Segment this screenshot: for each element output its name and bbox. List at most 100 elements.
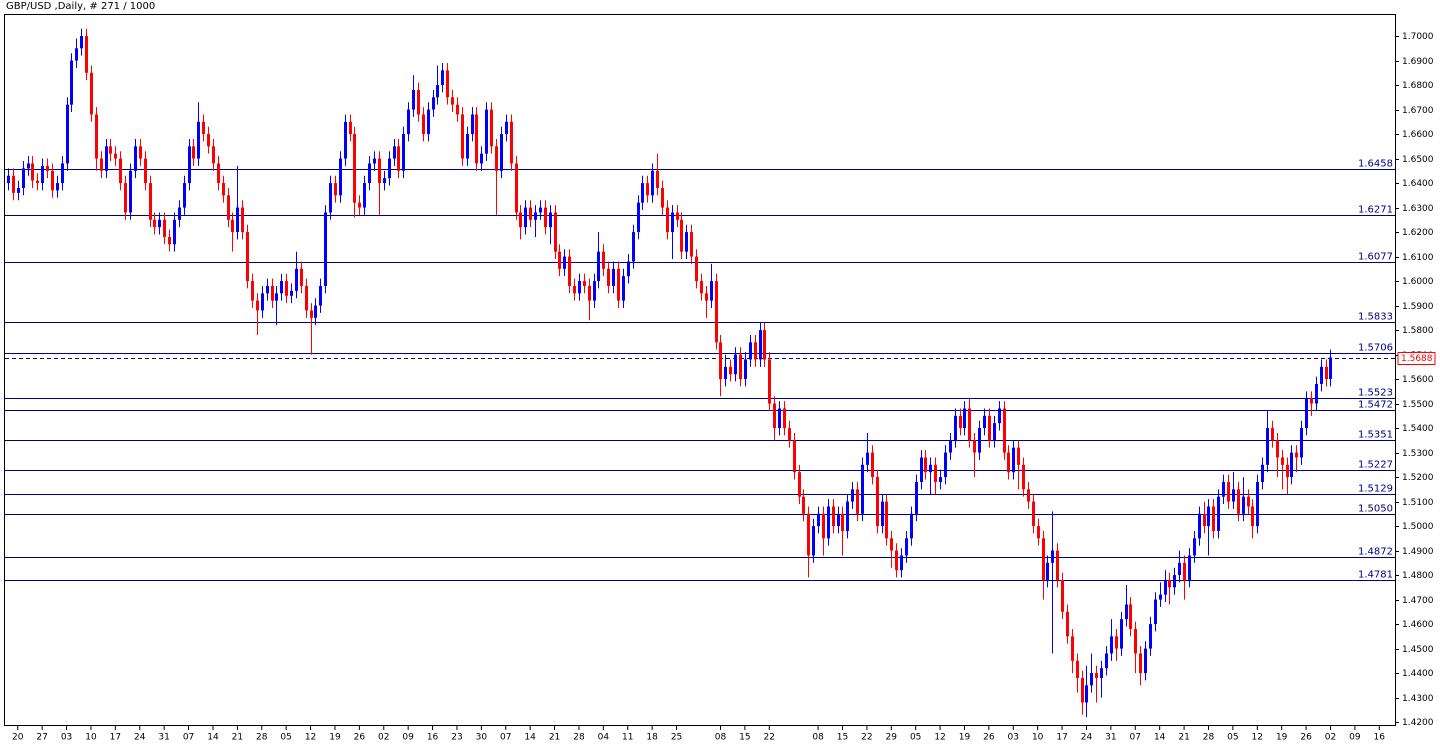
candle-body [207,134,210,147]
candle-body [246,232,249,282]
candle-body [222,183,225,196]
candle-body [1022,464,1025,490]
candle-body [319,285,322,306]
candle-body [954,415,957,441]
candle-body [588,285,591,301]
y-tick-label: 1.5500 [1402,400,1434,410]
candle-body [500,134,503,171]
x-tick-label: 12 [305,733,316,743]
level-label: 1.5833 [1358,312,1393,323]
candle-body [851,489,854,502]
candle-body [885,501,888,539]
candle-body [1110,636,1113,654]
x-tick-label: 28 [256,733,268,743]
candle-body [397,146,400,171]
candle-body [798,472,801,497]
x-tick-label: 26 [1300,733,1312,743]
candle-body [1012,447,1015,473]
candle-body [568,256,571,286]
level-label: 1.4781 [1358,570,1393,581]
candle-body [1090,673,1093,686]
candle-body [515,163,518,213]
candle-body [1037,526,1040,539]
x-tick-label: 02 [378,733,389,743]
candle-body [368,163,371,184]
candle-body [1315,383,1318,404]
candle-body [1076,660,1079,678]
candle-body [1081,677,1084,703]
x-tick-label: 12 [934,733,945,743]
candle-body [105,146,108,171]
candle-body [314,305,317,318]
candle-body [671,212,674,233]
candle-body [451,97,454,105]
candle-body [1251,506,1254,527]
x-tick-label: 14 [524,733,536,743]
candle-body [1115,636,1118,649]
candle-body [1144,648,1147,674]
candle-body [358,202,361,208]
candle-body [129,170,132,213]
level-label: 1.6458 [1358,159,1393,170]
x-tick-label: 25 [671,733,682,743]
x-tick-label: 11 [622,733,633,743]
x-tick-label: 20 [12,733,24,743]
candle-body [676,212,679,220]
candle-body [959,415,962,429]
candle-body [227,195,230,220]
level-label: 1.4872 [1358,547,1393,558]
candle-body [510,121,513,164]
candle-body [627,261,630,277]
candle-body [266,285,269,294]
x-tick-label: 19 [1276,733,1288,743]
candle-body [924,457,927,473]
y-tick-label: 1.7000 [1402,32,1434,42]
candle-body [881,501,884,527]
candle-body [754,342,757,360]
y-tick-label: 1.6500 [1402,155,1434,165]
candle-body [666,207,669,233]
candle-body [27,163,30,169]
candle-body [1325,366,1328,380]
candle-body [119,158,122,184]
candle-body [563,256,566,269]
candle-body [378,158,381,184]
y-tick-label: 1.4300 [1402,694,1434,704]
candle-body [705,293,708,301]
candle-body [866,452,869,465]
candle-body [558,251,561,269]
candle-body [422,114,425,135]
candle-body [173,219,176,245]
candle-body [300,268,303,286]
candle-body [729,366,732,375]
y-tick-label: 1.6700 [1402,106,1434,116]
candle-body [783,408,786,429]
x-tick-label: 17 [1056,733,1067,743]
candle-body [939,477,942,482]
candle-body [66,104,69,164]
candle-body [1266,428,1269,465]
candle-body [349,121,352,135]
candle-body [393,146,396,159]
x-tick-label: 28 [1203,733,1215,743]
x-tick-label: 03 [61,733,72,743]
x-tick-label: 26 [354,733,366,743]
candle-body [1173,575,1176,588]
candle-body [231,219,234,233]
y-tick-label: 1.5300 [1402,449,1434,459]
y-tick-label: 1.6000 [1402,277,1434,287]
candle-body [788,428,791,441]
candle-body [290,290,293,296]
candle-body [612,268,615,286]
chart-title: GBP/USD ,Daily, # 271 / 1000 [6,1,155,12]
candle-body [846,501,849,531]
candle-body [1203,513,1206,527]
candle-body [641,183,644,203]
candle-body [436,85,439,98]
candle-body [1232,489,1235,502]
y-tick-label: 1.4600 [1402,620,1434,630]
candle-body [968,408,971,441]
candle-body [109,146,112,154]
candle-body [1247,496,1250,507]
